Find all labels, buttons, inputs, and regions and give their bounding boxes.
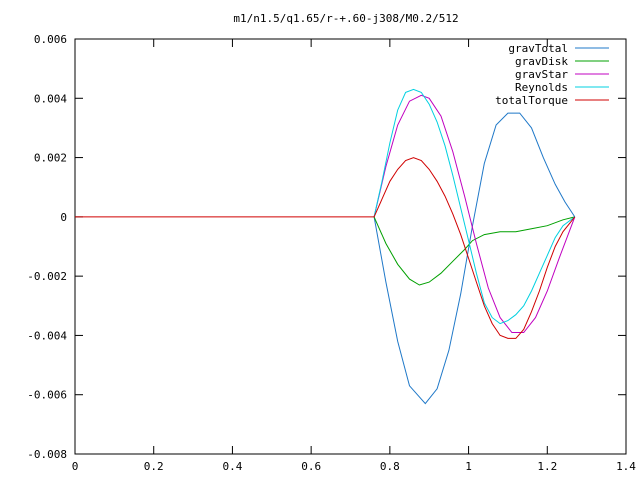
chart-title: m1/n1.5/q1.65/r-+.60-j308/M0.2/512 (233, 12, 458, 25)
y-tick-label: 0.002 (34, 152, 67, 165)
y-tick-label: -0.002 (27, 270, 67, 283)
x-tick-label: 1 (465, 460, 472, 473)
series-line-gravdisk (373, 216, 575, 286)
y-tick-label: 0.006 (34, 33, 67, 46)
x-tick-label: 0.8 (380, 460, 400, 473)
series-line-totaltorque (75, 157, 576, 339)
plot-frame (74, 38, 627, 455)
x-tick-label: 1.2 (537, 460, 557, 473)
axis-ticks: 0.006 0.004 0.002 0 -0.002 -0.004 -0.006 -0.008… (27, 33, 636, 473)
x-tick-label: 1.4 (616, 460, 636, 473)
legend-label: gravTotal (508, 42, 568, 55)
x-tick-label: 0 (72, 460, 79, 473)
series-line-reynolds (373, 88, 576, 325)
y-tick-label: -0.008 (27, 448, 67, 461)
plot-area (74, 38, 627, 455)
y-tick-label: -0.006 (27, 389, 67, 402)
legend-label: gravDisk (515, 55, 568, 68)
y-tick-label: 0 (60, 211, 67, 224)
x-tick-label: 0.4 (222, 460, 242, 473)
y-tick-label: -0.004 (27, 329, 67, 342)
legend-label: Reynolds (515, 81, 568, 94)
series-line-gravtotal (373, 112, 576, 405)
x-tick-label: 0.6 (301, 460, 321, 473)
legend-label: totalTorque (495, 94, 568, 107)
series-lines (75, 88, 576, 405)
legend-label: gravStar (515, 68, 568, 81)
x-tick-label: 0.2 (144, 460, 164, 473)
legend: gravTotalgravDiskgravStarReynoldstotalTo… (495, 42, 609, 107)
series-line-gravstar (373, 94, 576, 333)
y-tick-label: 0.004 (34, 92, 67, 105)
